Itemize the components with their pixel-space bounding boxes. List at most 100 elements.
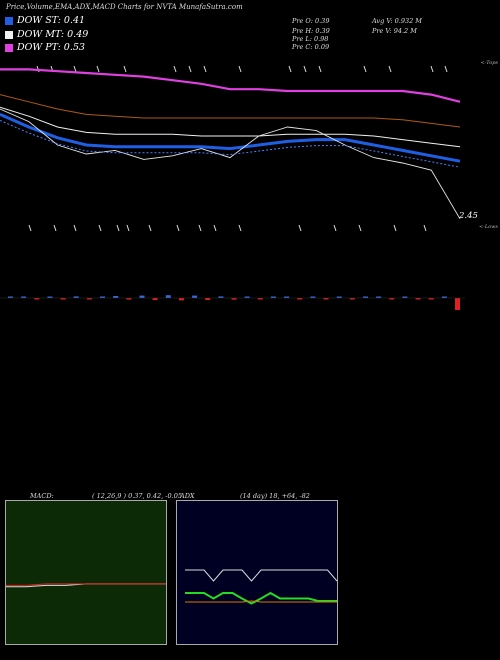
adx-series-plusdi: [185, 591, 337, 605]
volume-bar: [100, 296, 105, 298]
volume-bar: [363, 296, 368, 298]
volume-bar: [323, 298, 329, 300]
low-marker: [238, 224, 242, 232]
volume-bar: [86, 298, 92, 300]
volume-bar: [8, 296, 13, 298]
adx-chart: [185, 569, 338, 605]
macd-params: ( 12,26,9 ) 0.37, 0.42, -0.05: [92, 492, 182, 500]
low-marker: [298, 224, 302, 232]
legend-label: DOW MT: 0.49: [17, 29, 89, 40]
price-chart: [0, 65, 461, 232]
top-marker: [203, 65, 207, 73]
low-marker: [176, 224, 180, 232]
volume-bar: [349, 298, 355, 300]
volume-bar: [389, 298, 395, 300]
macd-header: MACD:: [30, 492, 54, 500]
volume-bar: [310, 296, 316, 298]
volume-bar: [231, 298, 237, 300]
stat-pre-low: Pre L: 0.98: [292, 35, 329, 43]
volume-bar: [73, 296, 79, 298]
volume-bar: [415, 298, 421, 300]
legend-label: DOW ST: 0.41: [17, 15, 86, 26]
top-marker: [430, 65, 434, 73]
stat-pre-close: Pre C: 0.09: [292, 43, 330, 51]
last-price-label: 2.45: [459, 211, 478, 221]
adx-panel: [176, 500, 338, 645]
volume-bar: [428, 298, 434, 300]
top-marker: [123, 65, 127, 73]
volume-bar: [257, 298, 263, 300]
volume-bar: [21, 296, 27, 298]
volume-bar: [297, 298, 303, 300]
volume-bar: [441, 296, 447, 298]
legend-swatch-mt: [5, 30, 13, 39]
top-marker: [318, 65, 322, 73]
lows-label: <-Lows: [478, 224, 498, 230]
volume-bar: [139, 295, 145, 298]
chart-title: Price,Volume,EMA,ADX,MACD Charts for NVT…: [6, 3, 243, 11]
adx-title: ADX: [180, 492, 195, 500]
low-markers: [28, 224, 427, 232]
low-marker: [53, 224, 57, 232]
volume-bar: [455, 298, 460, 310]
low-marker: [423, 224, 427, 232]
tops-label: <-Tops: [480, 60, 498, 66]
adx-series-adx: [185, 569, 338, 582]
series-price: [0, 108, 461, 220]
low-marker: [98, 224, 102, 232]
stat-avg-volume: Avg V: 0.932 M: [372, 17, 422, 25]
top-marker: [288, 65, 292, 73]
series-dow-st: [0, 113, 461, 163]
top-marker: [363, 65, 367, 73]
low-marker: [358, 224, 362, 232]
volume-bar: [336, 296, 342, 298]
macd-title: MACD:: [30, 492, 54, 500]
volume-bar: [218, 296, 224, 298]
low-marker: [198, 224, 202, 232]
legend-dow-mt: DOW MT: 0.49: [5, 29, 88, 40]
macd-panel: [5, 500, 167, 645]
volume-bar: [402, 296, 408, 298]
top-marker: [188, 65, 192, 73]
volume-bar: [178, 298, 184, 301]
low-marker: [393, 224, 397, 232]
low-marker: [213, 224, 217, 232]
volume-bar: [126, 298, 132, 300]
legend-label: DOW PT: 0.53: [17, 42, 85, 53]
top-marker: [73, 65, 77, 73]
low-marker: [28, 224, 32, 232]
volume-bar: [244, 296, 250, 298]
volume-bar: [165, 295, 171, 298]
macd-chart: [6, 583, 166, 588]
volume-bar: [47, 296, 53, 298]
macd-signal: [6, 583, 166, 586]
top-marker: [96, 65, 100, 73]
volume-bar: [152, 298, 158, 300]
low-marker: [116, 224, 120, 232]
low-marker: [73, 224, 77, 232]
stat-pre-high: Pre H: 0.39: [292, 27, 330, 35]
top-marker: [444, 65, 448, 73]
volume-bar: [205, 298, 211, 300]
volume-histogram: [0, 295, 465, 310]
stat-pre-open: Pre O: 0.39: [292, 17, 330, 25]
top-marker: [388, 65, 392, 73]
stat-pre-volume: Pre V: 94.2 M: [372, 27, 417, 35]
volume-bar: [113, 296, 119, 298]
volume-bar: [60, 298, 66, 300]
low-marker: [148, 224, 152, 232]
series-dow-mt: [0, 106, 461, 148]
price-ema-lines: [0, 68, 461, 220]
adx-params: (14 day) 18, +64, -82: [240, 492, 310, 500]
adx-series-minusdi: [185, 600, 337, 603]
series-st-band: [0, 119, 461, 168]
low-marker: [126, 224, 130, 232]
legend-dow-st: DOW ST: 0.41: [5, 15, 85, 26]
volume-bar: [284, 296, 290, 298]
legend-swatch-pt: [5, 43, 13, 52]
series-lower-ema: [0, 94, 461, 128]
legend-swatch-st: [5, 16, 13, 25]
low-marker: [333, 224, 337, 232]
volume-bar: [192, 295, 198, 298]
volume-bar: [376, 296, 382, 298]
